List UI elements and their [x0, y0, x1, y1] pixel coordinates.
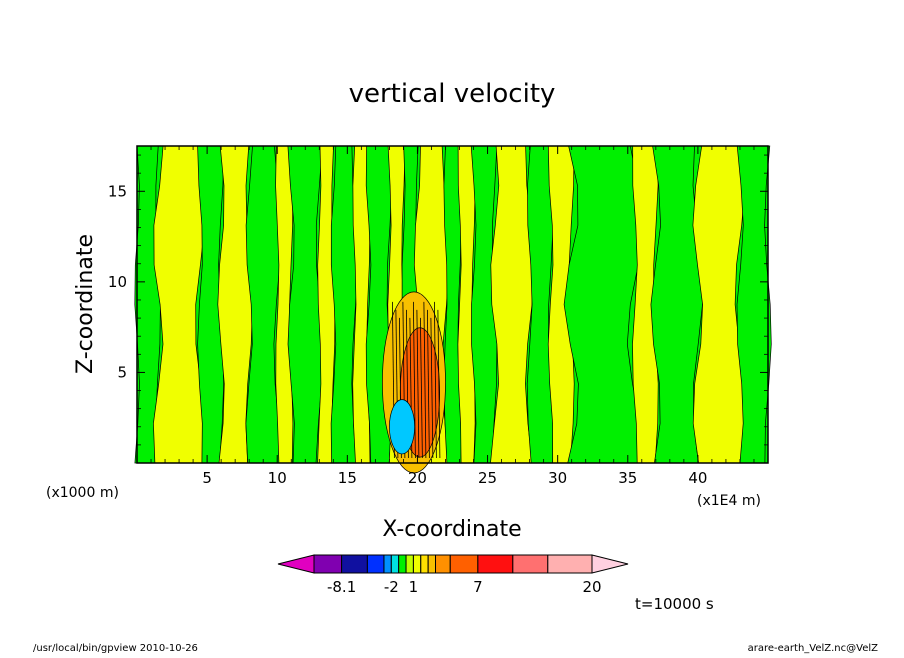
x-tick-label: 20 — [408, 469, 427, 487]
field-contour-line — [423, 301, 427, 459]
x-tick-label: 35 — [618, 469, 637, 487]
y-tick-label: 5 — [117, 363, 127, 381]
colorbar-tick-label: 1 — [409, 578, 419, 596]
colorbar-high-arrow — [591, 554, 629, 574]
colorbar-swatch — [398, 554, 407, 574]
footer-right: arare-earth_VelZ.nc@VelZ — [748, 643, 879, 654]
y-tick-label: 10 — [108, 273, 127, 291]
time-label: t=10000 s — [635, 595, 714, 613]
colorbar-swatch — [435, 554, 451, 574]
chart-title: vertical velocity — [349, 79, 556, 109]
colorbar-tick-label: 20 — [582, 578, 601, 596]
field-contour-line — [437, 309, 441, 459]
x-tick-label: 15 — [338, 469, 357, 487]
colorbar-swatch — [420, 554, 429, 574]
y-axis-ticks: 5 10 15 — [108, 154, 768, 446]
x-tick-label: 5 — [202, 469, 212, 487]
x-axis-label: X-coordinate — [382, 517, 521, 542]
colorbar-swatch — [449, 554, 479, 574]
colorbar-swatch — [390, 554, 400, 574]
colorbar-tick-label: -8.1 — [327, 578, 356, 596]
x-axis-ticks: 5 10 15 20 25 30 35 40 — [150, 146, 755, 487]
colorbar-swatch — [547, 554, 593, 574]
footer-left: /usr/local/bin/gpview 2010-10-26 — [33, 643, 198, 654]
field-contour-line — [416, 309, 420, 459]
field-cold-region — [389, 399, 415, 455]
colorbar: -8.1 -2 1 7 20 — [277, 554, 629, 596]
colorbar-swatch — [313, 554, 343, 574]
colorbar-tick-label: -2 — [384, 578, 399, 596]
colorbar-swatch — [412, 554, 422, 574]
x-tick-label: 25 — [478, 469, 497, 487]
field-band — [245, 145, 281, 464]
field-contour-line — [412, 301, 416, 459]
y-tick-label: 15 — [108, 182, 127, 200]
x-scale-note: (x1000 m) — [46, 485, 119, 501]
plot-area — [134, 145, 772, 474]
y-axis-label: Z-coordinate — [73, 234, 98, 374]
field-contour-line — [419, 317, 423, 459]
colorbar-tick-label: 7 — [473, 578, 483, 596]
x-tick-label: 10 — [268, 469, 287, 487]
field-contour-line — [426, 309, 430, 459]
field-contour-line — [433, 301, 437, 459]
x-tick-label: 30 — [548, 469, 567, 487]
colorbar-swatch — [366, 554, 385, 574]
field-contour-line — [430, 317, 434, 459]
x-unit-note: (x1E4 m) — [697, 493, 761, 509]
plot-frame — [136, 145, 769, 464]
colorbar-swatch — [383, 554, 392, 574]
colorbar-swatch — [512, 554, 549, 574]
colorbar-swatch — [341, 554, 368, 574]
x-tick-label: 40 — [688, 469, 707, 487]
colorbar-swatch — [427, 554, 437, 574]
colorbar-swatch — [405, 554, 414, 574]
colorbar-swatch — [477, 554, 514, 574]
